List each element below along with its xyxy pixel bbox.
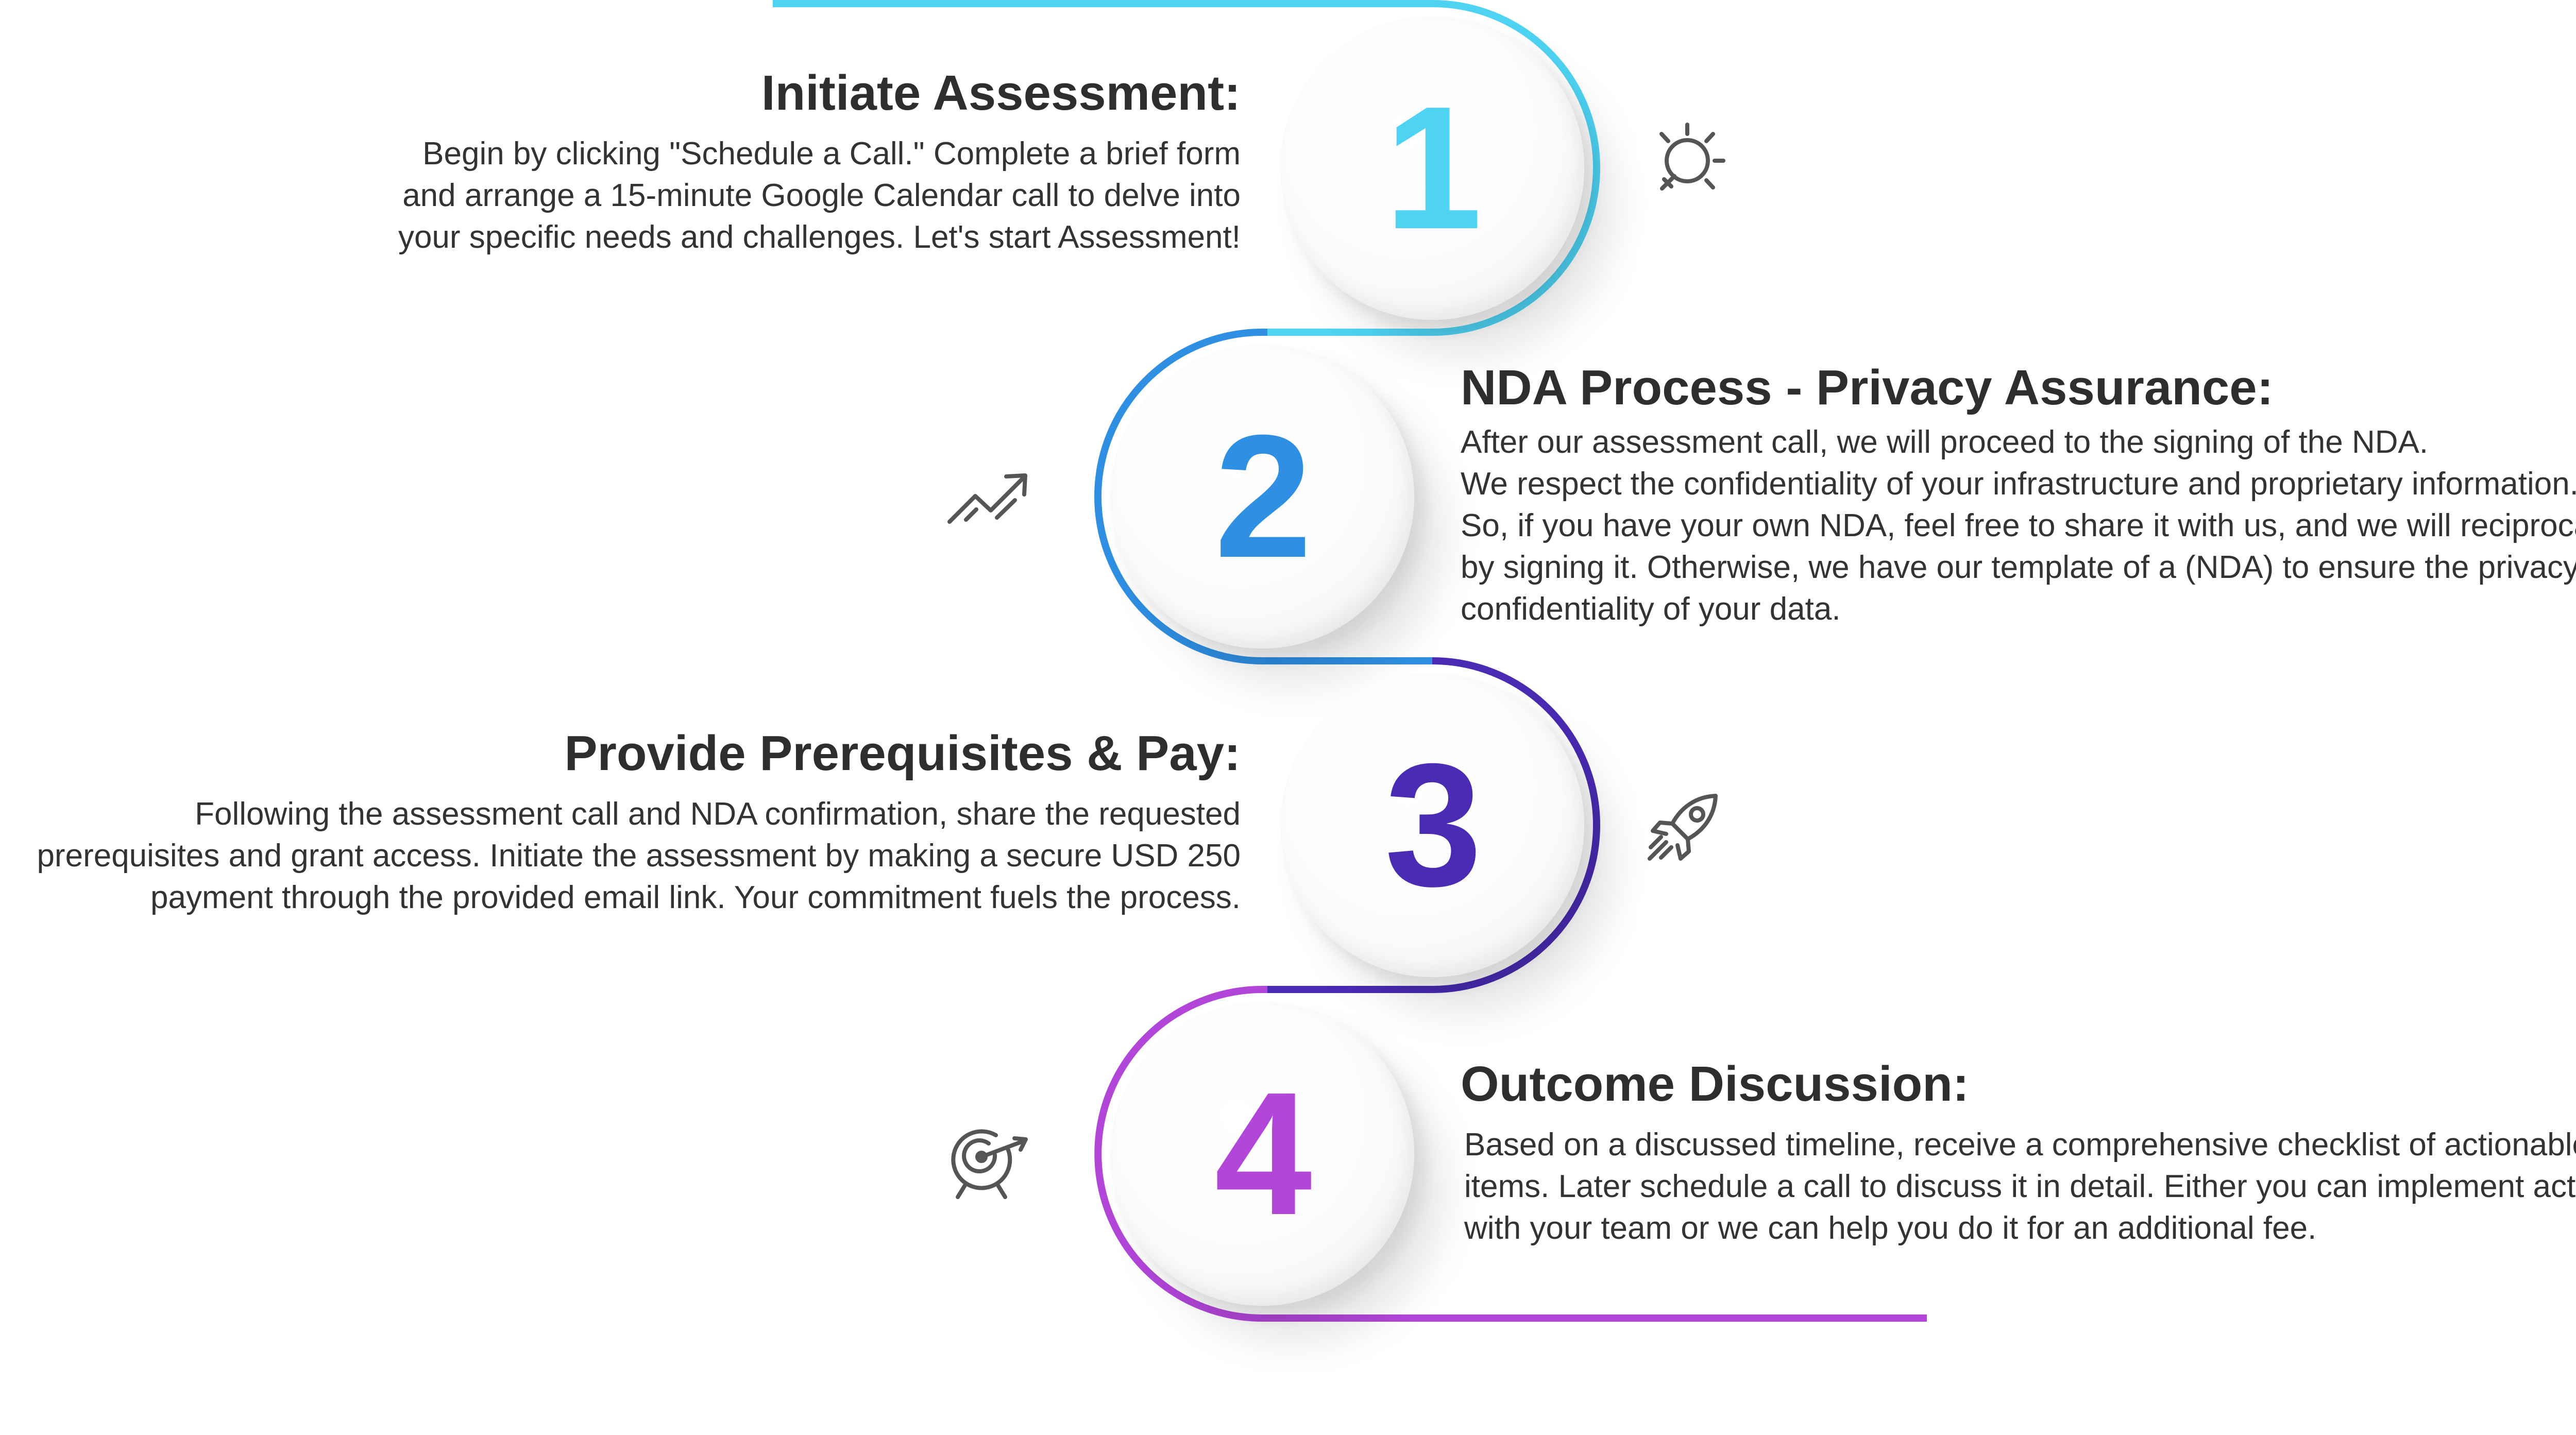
step-1-body-line: your specific needs and challenges. Let'… — [398, 219, 1241, 255]
step-2-circle: 2 — [1110, 345, 1414, 648]
step-1-title: Initiate Assessment: — [761, 65, 1241, 121]
step-4-title: Outcome Discussion: — [1461, 1056, 1969, 1112]
step-2-body-line: We respect the confidentiality of your i… — [1461, 466, 2576, 502]
step-3-title: Provide Prerequisites & Pay: — [564, 726, 1241, 781]
step-4-circle: 4 — [1110, 1002, 1414, 1306]
step-1-body-line: Begin by clicking "Schedule a Call." Com… — [422, 136, 1241, 172]
step-4-body-line: items. Later schedule a call to discuss … — [1464, 1169, 2576, 1204]
step-4-body: Based on a discussed timeline, receive a… — [1464, 1124, 2576, 1249]
step-2-body-line: So, if you have your own NDA, feel free … — [1461, 508, 2576, 543]
step-1-body-line: and arrange a 15-minute Google Calendar … — [402, 178, 1241, 213]
step-2-title: NDA Process - Privacy Assurance: — [1461, 360, 2274, 415]
connector-segment-3 — [1267, 657, 1600, 993]
step-2-body: After our assessment call, we will proce… — [1461, 421, 2576, 630]
step-2-body-line: confidentiality of your data. — [1461, 591, 1841, 627]
connector-segment-2 — [1094, 329, 1432, 664]
target-icon — [951, 1129, 1028, 1199]
step-2-body-line: by signing it. Otherwise, we have our te… — [1461, 550, 2576, 585]
trend-up-icon — [947, 473, 1027, 524]
step-2-number: 2 — [1214, 399, 1312, 594]
connector-segment-1 — [773, 0, 1600, 336]
step-3-body-line: payment through the provided email link.… — [150, 880, 1241, 915]
step-3-body-line: prerequisites and grant access. Initiate… — [37, 838, 1241, 874]
step-3-body: Following the assessment call and NDA co… — [37, 793, 1241, 918]
step-4-number: 4 — [1214, 1056, 1312, 1252]
step-4-body-line: with your team or we can help you do it … — [1464, 1210, 2317, 1246]
step-3-circle: 3 — [1280, 673, 1584, 977]
step-3-body-line: Following the assessment call and NDA co… — [195, 796, 1241, 832]
step-3-number: 3 — [1384, 727, 1482, 923]
rocket-icon — [1648, 794, 1718, 861]
step-1-number: 1 — [1384, 70, 1482, 266]
step-1-body: Begin by clicking "Schedule a Call." Com… — [398, 133, 1241, 258]
connector-segment-4 — [1094, 986, 1927, 1322]
lightbulb-icon — [1659, 123, 1725, 191]
step-4-body-line: Based on a discussed timeline, receive a… — [1464, 1127, 2576, 1163]
step-1-circle: 1 — [1280, 16, 1584, 320]
step-2-body-line: After our assessment call, we will proce… — [1461, 424, 2429, 460]
